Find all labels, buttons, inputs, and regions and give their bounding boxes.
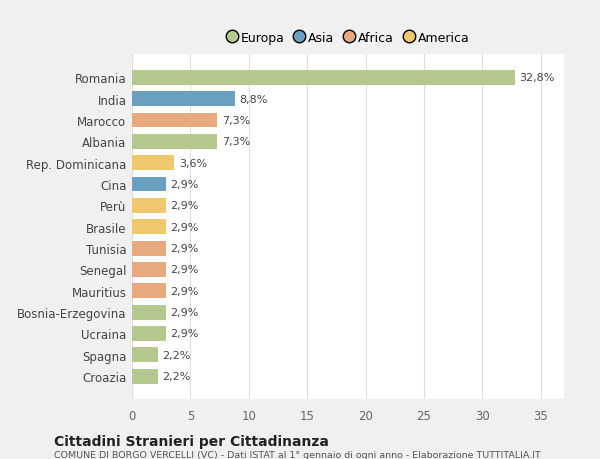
Bar [132,284,166,298]
Bar [132,263,166,277]
Text: 2,2%: 2,2% [163,350,191,360]
Text: 2,9%: 2,9% [170,179,199,190]
Bar [132,134,217,150]
Text: 2,9%: 2,9% [170,244,199,253]
Bar [132,326,166,341]
Bar [132,347,158,363]
Text: COMUNE DI BORGO VERCELLI (VC) - Dati ISTAT al 1° gennaio di ogni anno - Elaboraz: COMUNE DI BORGO VERCELLI (VC) - Dati IST… [54,450,541,459]
Text: 2,9%: 2,9% [170,286,199,296]
Text: 3,6%: 3,6% [179,158,207,168]
Text: 8,8%: 8,8% [239,95,268,105]
Text: 7,3%: 7,3% [222,137,250,147]
Bar [132,156,174,171]
Bar [132,198,166,213]
Bar [132,220,166,235]
Legend: Europa, Asia, Africa, America: Europa, Asia, Africa, America [221,27,475,50]
Bar [132,113,217,128]
Bar [132,369,158,384]
Bar [132,71,515,86]
Bar [132,92,235,107]
Bar [132,241,166,256]
Text: 32,8%: 32,8% [520,73,555,83]
Text: Cittadini Stranieri per Cittadinanza: Cittadini Stranieri per Cittadinanza [54,434,329,448]
Text: 2,9%: 2,9% [170,308,199,317]
Text: 2,9%: 2,9% [170,329,199,339]
Text: 7,3%: 7,3% [222,116,250,126]
Text: 2,9%: 2,9% [170,265,199,275]
Bar [132,305,166,320]
Text: 2,9%: 2,9% [170,201,199,211]
Text: 2,9%: 2,9% [170,222,199,232]
Bar [132,177,166,192]
Text: 2,2%: 2,2% [163,371,191,381]
